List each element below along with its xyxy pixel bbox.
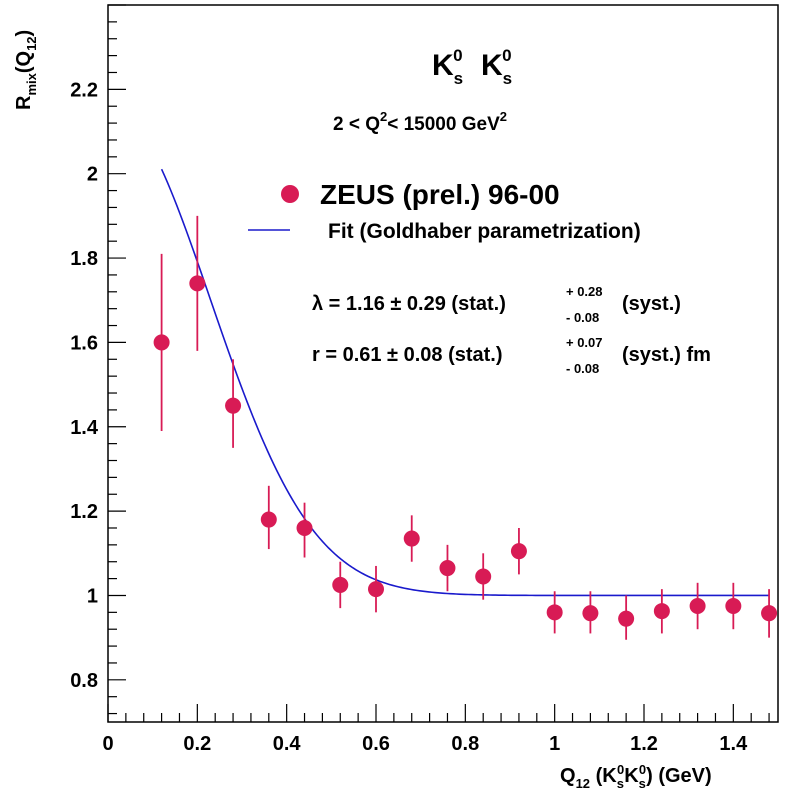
axes [107,4,779,723]
fit-curve-layer [160,168,770,597]
fit-curve [160,168,770,597]
legend: ZEUS (prel.) 96-00 Fit (Goldhaber parame… [248,179,641,243]
x-tick-label: 1.4 [719,733,748,755]
y-tick-label: 1.8 [70,248,98,270]
legend-marker-data [281,185,299,203]
data-point [510,543,527,560]
data-point [260,511,277,528]
lambda-syst-up: + 0.28 [566,284,603,299]
data-point [725,598,742,615]
x-tick-label: 1 [549,733,560,755]
data-point [761,605,778,622]
data-point [368,581,384,598]
x-tick-label: 0.8 [451,733,479,755]
y-tick-label: 2 [87,164,98,186]
data-point [225,397,242,414]
radius-syst-up: + 0.07 [566,335,603,350]
lambda-syst-label: (syst.) [622,293,681,315]
data-point [546,604,563,621]
lambda-result: λ = 1.16 ± 0.29 (stat.) + 0.28 - 0.08 (s… [312,284,681,325]
x-axis-label: Q12 (Ks0Ks0) (GeV) [560,762,712,791]
x-tick-label: 1.2 [630,733,658,755]
lambda-syst-down: - 0.08 [566,310,599,325]
data-point [153,334,170,351]
data-points-layer [153,215,778,640]
q2-range-label: 2 < Q2< 15000 GeV2 [333,109,507,135]
x-tick-label: 0 [102,733,113,755]
particle-title: Ks0 Ks0 [432,46,512,88]
radius-syst-down: - 0.08 [566,361,599,376]
data-point [582,605,599,622]
data-point [475,568,492,585]
data-point [689,598,706,615]
ticks: 0 0.2 0.4 0.6 0.8 1 1.2 1.4 0.8 1 1.2 1.4 1.6 1.8 2 2.2 [70,4,770,755]
data-point [403,530,420,547]
y-tick-label: 1 [87,585,98,607]
data-point [296,519,313,536]
data-point [189,275,206,292]
y-tick-label: 1.2 [70,501,98,523]
y-tick-label: 1.4 [70,417,99,439]
x-tick-label: 0.6 [362,733,390,755]
legend-label-data: ZEUS (prel.) 96-00 [320,179,560,210]
data-point [439,560,456,577]
legend-label-fit: Fit (Goldhaber parametrization) [328,220,641,243]
x-tick-label: 0.2 [183,733,211,755]
y-tick-label: 0.8 [70,670,98,692]
radius-syst-label: (syst.) fm [622,344,711,366]
radius-result: r = 0.61 ± 0.08 (stat.) + 0.07 - 0.08 (s… [312,335,711,376]
data-point [653,603,670,620]
data-point [332,576,349,593]
radius-main: r = 0.61 ± 0.08 (stat.) [312,344,503,366]
y-tick-label: 1.6 [70,332,98,354]
lambda-main: λ = 1.16 ± 0.29 (stat.) [312,293,506,315]
data-point [618,610,635,627]
x-tick-label: 0.4 [273,733,302,755]
y-axis-label: Rmix(Q12) [13,30,39,110]
y-tick-label: 2.2 [70,79,98,101]
plot-frame [107,4,779,723]
